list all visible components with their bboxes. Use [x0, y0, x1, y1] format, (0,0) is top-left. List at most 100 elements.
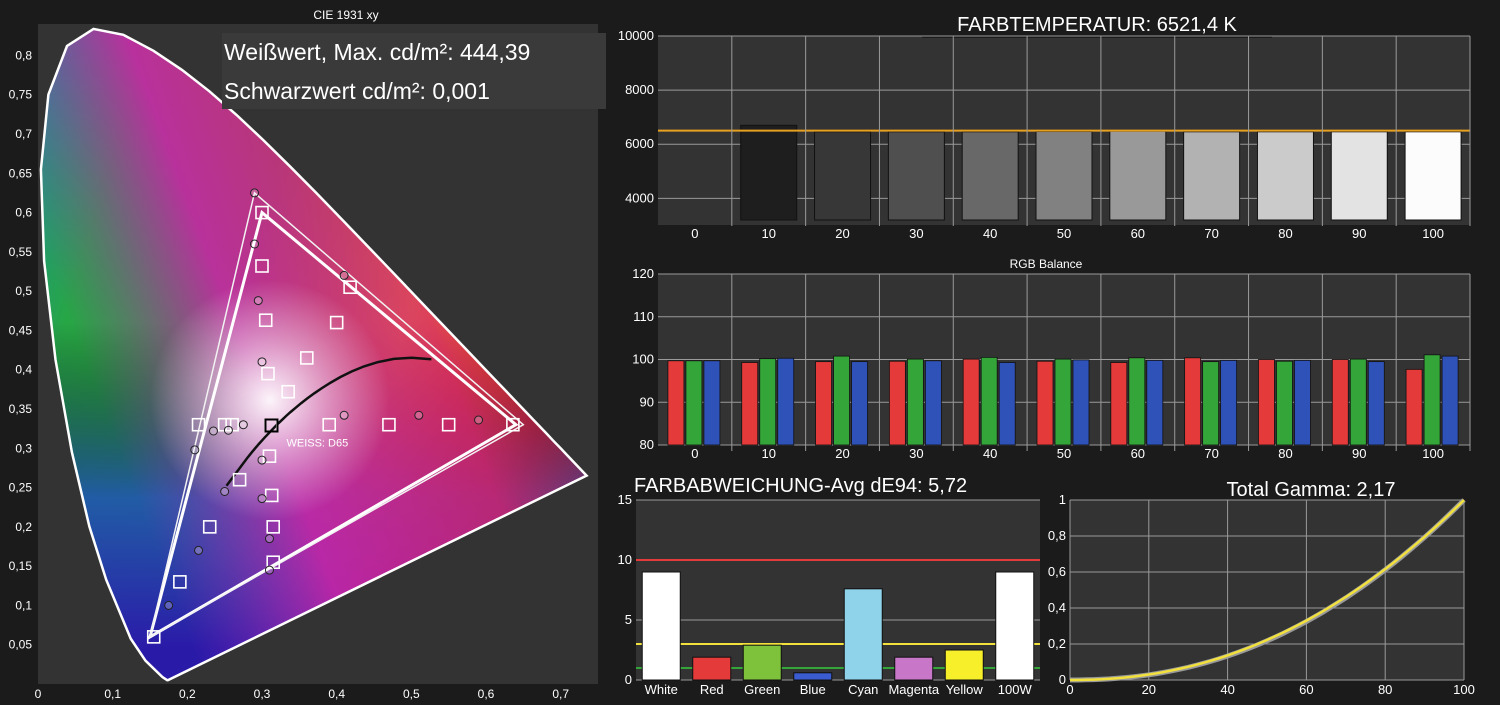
ct-bar [1183, 131, 1241, 221]
cie-x-tick: 0,6 [478, 687, 495, 701]
gamma-y-tick: 0,4 [1048, 600, 1066, 615]
cie-measured-point [220, 487, 230, 496]
rgb-red-bar [1331, 359, 1349, 446]
rgb-blue-bar [1441, 355, 1459, 446]
rgb-x-tick: 30 [909, 446, 923, 461]
rgb-x-tick: 0 [691, 446, 698, 461]
gamma-chart: Total Gamma: 2,17 0 0,2 0,4 0,6 0,8 1 0 20 40 60 8… [1046, 468, 1500, 705]
gamma-x-tick: 0 [1066, 682, 1073, 697]
cie-target-square [264, 488, 279, 503]
cie-target-square [441, 417, 456, 432]
gamma-x-tick: 20 [1142, 682, 1156, 697]
rgb-green-bar [1202, 361, 1220, 446]
rgb-blue-bar [1367, 361, 1385, 446]
de-bar [944, 649, 984, 681]
de-x-tick: Red [700, 682, 724, 697]
cie-target-square [232, 472, 247, 487]
ct-x-tick: 50 [1057, 226, 1071, 241]
cie-target-square [322, 417, 337, 432]
rgb-blue-bar [1146, 359, 1164, 446]
rgb-green-bar [1276, 360, 1293, 446]
rgb-blue-bar [777, 357, 795, 446]
cie-y-tick: 0,6 [15, 206, 32, 220]
rgb-red-bar [1036, 360, 1054, 446]
cie-x-tick: 0,4 [328, 687, 345, 701]
ct-title: FARBTEMPERATUR: 6521,4 K [957, 14, 1237, 36]
ct-x-tick: 60 [1131, 226, 1145, 241]
cie-y-tick: 0,75 [9, 88, 33, 102]
white-luminance-label: Weißwert, Max. cd/m²: 444,39 [224, 39, 530, 65]
cie-target-square [146, 630, 161, 644]
rgb-red-bar [1110, 362, 1128, 446]
de-bar [793, 672, 833, 681]
rgb-x-tick: 10 [761, 446, 775, 461]
cie-measured-point [164, 600, 174, 610]
rgb-title: RGB Balance [1010, 257, 1083, 271]
gamma-x-tick: 100 [1453, 682, 1475, 697]
cie-target-square [343, 280, 357, 295]
rgb-green-bar [1423, 354, 1441, 446]
rgb-green-bar [1349, 358, 1367, 446]
rgb-green-bar [833, 355, 850, 446]
cie-target-square [299, 351, 314, 365]
cie-measured-point [190, 445, 200, 455]
cie-measured-point [339, 270, 349, 280]
gamma-y-tick: 0,8 [1048, 528, 1066, 543]
gamma-x-tick: 40 [1220, 682, 1234, 697]
cie-measured-point [208, 426, 218, 436]
y-tick-label: 0 [625, 672, 632, 687]
cie-x-tick: 0 [35, 687, 42, 701]
luminance-box [222, 33, 606, 109]
cie-x-tick: 0,7 [552, 687, 569, 701]
rgb-red-bar [1405, 368, 1423, 446]
cie-y-tick: 0,45 [9, 323, 33, 337]
cie-x-tick: 0,1 [104, 687, 121, 701]
de-x-tick: 100W [998, 682, 1033, 697]
cie-y-tick: 0,65 [9, 166, 33, 180]
de-bar [742, 644, 782, 681]
cie-x-tick: 0,3 [254, 687, 271, 701]
de-bar [692, 656, 732, 681]
ct-bar [961, 131, 1019, 221]
de-bar [843, 588, 883, 681]
gamma-y-tick: 0,6 [1048, 564, 1066, 579]
rgb-green-bar [906, 358, 924, 446]
delta-e-chart: FARBABWEICHUNG-Avg dE94: 5,72 0 5 10 15 Whi… [606, 468, 1046, 705]
cie-y-tick: 0,55 [9, 245, 33, 259]
cie-target-square [202, 520, 217, 534]
gamma-y-tick: 0,2 [1048, 636, 1066, 651]
rgb-x-tick: 70 [1204, 446, 1218, 461]
white-point-marker [264, 418, 279, 433]
cie-y-tick: 0,8 [15, 48, 32, 62]
gamma-measured-curve [1070, 499, 1465, 682]
rgb-x-tick: 60 [1131, 446, 1145, 461]
cie-y-tick: 0,25 [9, 481, 33, 495]
ct-bar [814, 131, 872, 221]
ct-bar [1109, 130, 1167, 221]
ct-bar [1256, 131, 1314, 221]
ct-x-tick: 90 [1352, 226, 1366, 241]
cie-title: CIE 1931 xy [313, 8, 378, 22]
cie-y-tick: 0,5 [15, 284, 32, 298]
rgb-green-bar [1128, 357, 1146, 446]
white-point-label: WEISS: D65 [286, 438, 348, 450]
rgb-blue-bar [924, 360, 942, 446]
cie-measured-point [264, 565, 274, 575]
ct-x-tick: 40 [983, 226, 997, 241]
cie-measured-point [250, 239, 260, 249]
color-temperature-chart: FARBTEMPERATUR: 6521,4 K 400060008000100… [606, 0, 1500, 245]
de-title: FARBABWEICHUNG-Avg dE94: 5,72 [634, 475, 967, 497]
gamma-y-tick: 0 [1059, 672, 1066, 687]
de-x-tick: Magenta [888, 682, 939, 697]
cie-target-square [329, 315, 344, 330]
cie-measured-point [414, 410, 424, 420]
de-bar [894, 656, 934, 681]
cie-measured-point [238, 420, 248, 430]
cie-y-tick: 0,1 [15, 598, 32, 612]
y-tick-label: 120 [632, 266, 654, 281]
gamma-x-tick: 80 [1378, 682, 1392, 697]
rgb-green-bar [685, 360, 703, 446]
cie-measured-point [257, 357, 267, 367]
y-tick-label: 10 [618, 552, 632, 567]
cie-y-tick: 0,2 [15, 520, 32, 534]
